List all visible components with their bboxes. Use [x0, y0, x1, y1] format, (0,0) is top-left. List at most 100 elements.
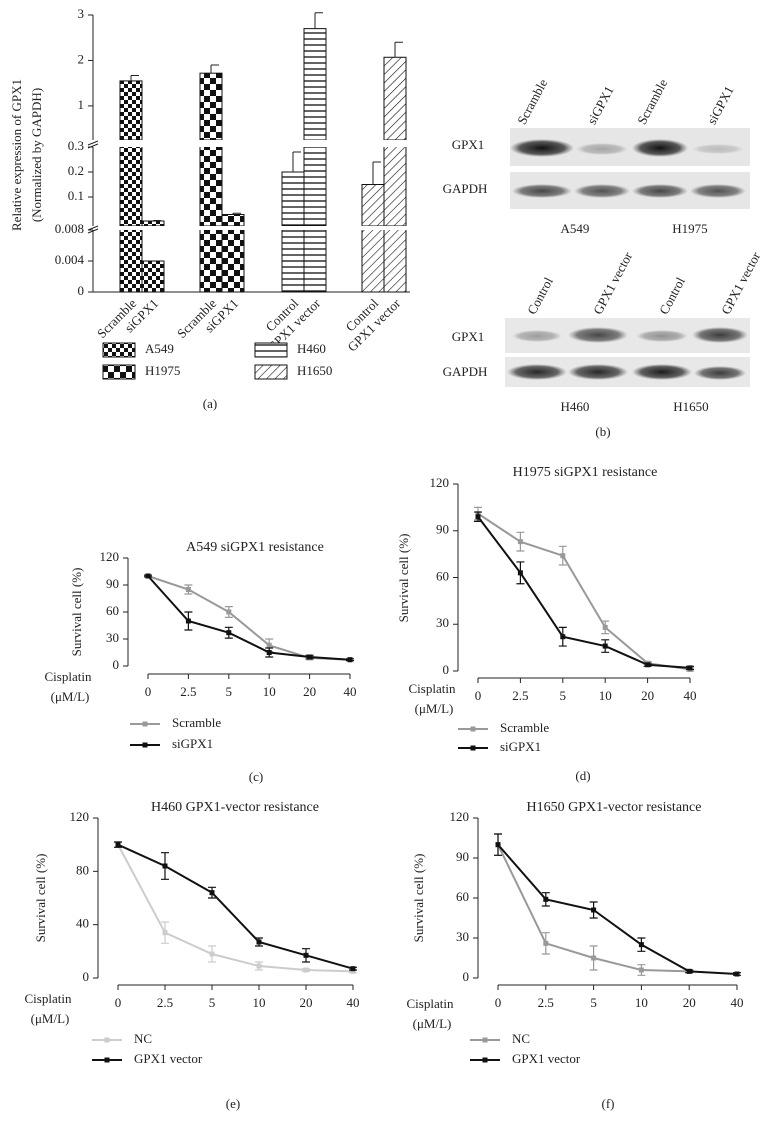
y-tick-label: 3 [78, 6, 85, 21]
x-axis-label: Cisplatin [407, 996, 454, 1011]
y-tick-label: 90 [436, 522, 449, 537]
bar-segment [141, 260, 165, 293]
blot-row-label: GAPDH [443, 364, 488, 379]
y-axis-label: Survival cell (%) [396, 534, 411, 623]
point [350, 966, 356, 972]
x-tick-label: 0 [495, 995, 502, 1010]
legend-marker [142, 742, 148, 748]
y-axis-label: Survival cell (%) [411, 854, 426, 943]
panel-label: (c) [249, 769, 263, 784]
panel-label: (a) [203, 396, 217, 411]
legend-swatch [254, 364, 288, 380]
bar-segment [383, 230, 407, 293]
legend-label: Scramble [500, 720, 549, 735]
point [350, 968, 356, 974]
x-tick-label: 5 [560, 688, 567, 703]
point [602, 624, 608, 630]
band [692, 327, 748, 343]
x-tick-label: 10 [263, 684, 276, 699]
y-tick-label: 0 [113, 657, 120, 672]
legend-marker [482, 1037, 488, 1043]
bar-segment [303, 230, 327, 293]
legend-label: H1975 [145, 363, 180, 378]
panel-label: (f) [602, 1096, 615, 1111]
bar [119, 80, 143, 140]
y-tick-label: 2 [78, 51, 85, 66]
bar [199, 72, 223, 140]
blot-lane-label: siGPX1 [584, 83, 617, 126]
line [147, 575, 351, 661]
band [694, 366, 746, 380]
band [690, 184, 746, 198]
x-tick-label: 2.5 [512, 688, 528, 703]
y-tick-label: 90 [456, 849, 469, 864]
y-axis-label: Relative expression of GPX1 [9, 79, 24, 231]
x-tick-label: 40 [344, 684, 357, 699]
bar [221, 214, 245, 226]
y-tick-label: 30 [436, 615, 449, 630]
point [162, 930, 168, 936]
y-tick-label: 60 [436, 568, 449, 583]
point [602, 643, 608, 649]
chart-title: H1650 GPX1-vector resistance [527, 800, 702, 815]
point [687, 665, 693, 671]
x-axis-label: Cisplatin [25, 991, 72, 1006]
y-tick-label: 0.008 [55, 221, 84, 236]
y-axis-label: Survival cell (%) [33, 854, 48, 943]
x-tick-label: 40 [731, 995, 744, 1010]
line [117, 843, 354, 970]
point [256, 939, 262, 945]
error-bar [394, 41, 403, 58]
y-tick-label: 0 [83, 969, 90, 984]
x-tick-label: 10 [599, 688, 612, 703]
bar-segment [199, 230, 223, 293]
x-tick-label: 2.5 [157, 995, 173, 1010]
bar-segment [303, 147, 327, 226]
legend-swatch [102, 364, 136, 380]
point [185, 587, 191, 592]
point [266, 642, 272, 648]
legend-swatch [254, 342, 288, 358]
bar [303, 28, 327, 140]
y-tick-label: 40 [76, 916, 89, 931]
bar [141, 220, 165, 226]
y-tick-label: 120 [430, 475, 450, 490]
point [734, 971, 740, 977]
point [638, 967, 644, 973]
line [497, 844, 738, 975]
bar-segment [119, 230, 143, 293]
blot-top [510, 128, 750, 209]
band [507, 364, 567, 380]
band [568, 364, 628, 380]
x-axis-label: Cisplatin [409, 681, 456, 696]
blot-lane-label: GPX1 vector [718, 249, 764, 317]
x-tick-label: 20 [300, 995, 313, 1010]
error-bar [232, 212, 241, 215]
x-tick-label: 0 [115, 995, 122, 1010]
blot-lane-label: Control [656, 274, 688, 316]
band [512, 330, 562, 342]
y-axis-label: (Normalized by GAPDH) [29, 88, 44, 222]
blot-lane-label: GPX1 vector [590, 249, 636, 317]
legend-marker [470, 745, 476, 751]
bar-segment [221, 230, 245, 293]
y-tick-label: 0.2 [68, 163, 84, 178]
x-tick-label: 40 [347, 995, 360, 1010]
bar-segment [119, 147, 143, 226]
x-tick-label: 0 [145, 684, 152, 699]
point [303, 952, 309, 958]
bar-segment [281, 230, 305, 293]
error-bar [372, 161, 381, 185]
legend-label: NC [134, 1031, 152, 1046]
point [256, 963, 262, 969]
point [185, 618, 191, 624]
point [638, 942, 644, 948]
panel-label: (b) [595, 424, 610, 439]
bar [361, 184, 385, 226]
point [347, 657, 353, 663]
point [209, 951, 215, 957]
point [495, 842, 501, 848]
point [543, 940, 549, 946]
point [591, 907, 597, 913]
